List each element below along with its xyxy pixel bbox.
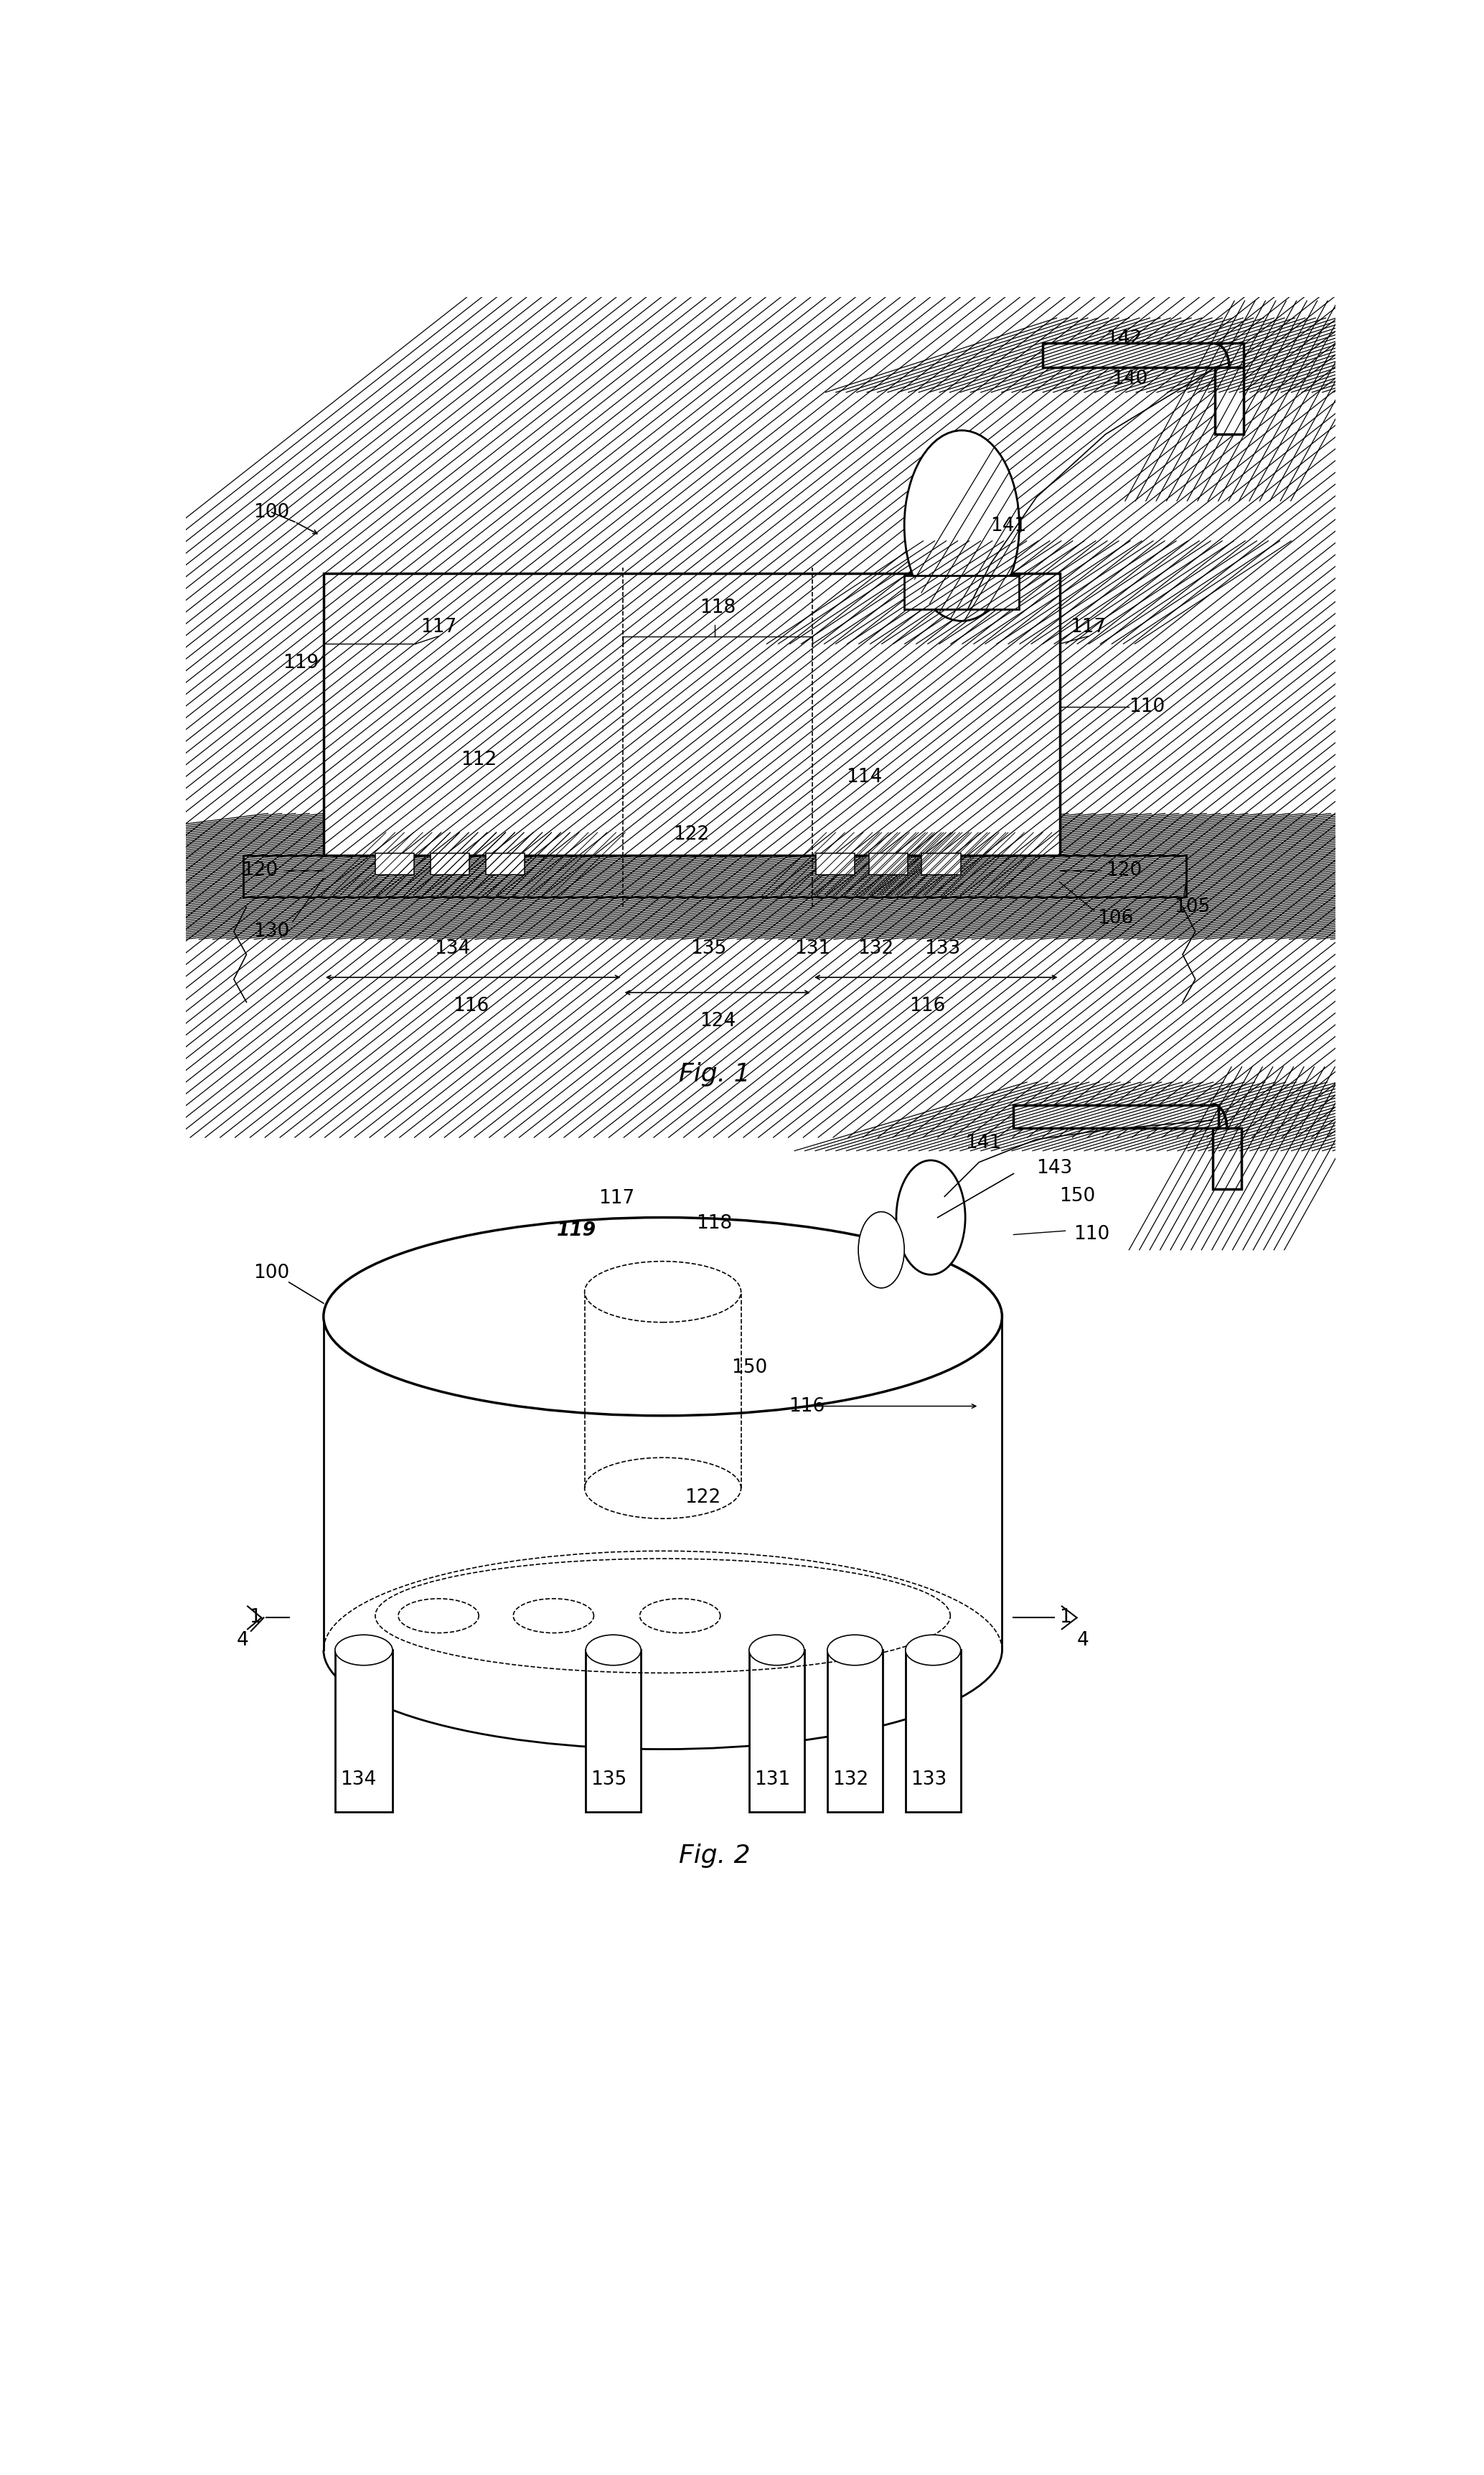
Text: 141: 141 — [991, 517, 1027, 535]
Bar — [1042, 342, 1244, 366]
Text: 119: 119 — [556, 1223, 597, 1240]
Bar — [922, 854, 960, 874]
Bar — [1215, 366, 1244, 433]
Text: 1: 1 — [249, 1609, 261, 1626]
Text: 4: 4 — [237, 1631, 249, 1651]
Text: 105: 105 — [1174, 898, 1209, 916]
Text: 116: 116 — [788, 1396, 825, 1416]
Bar — [485, 854, 525, 874]
Bar — [430, 854, 469, 874]
Text: 140: 140 — [1112, 369, 1147, 389]
Bar — [904, 574, 1020, 609]
Text: 112: 112 — [460, 750, 497, 770]
Text: 120: 120 — [1106, 861, 1141, 881]
Bar — [586, 1651, 641, 1812]
Text: 131: 131 — [754, 1770, 789, 1789]
Bar — [430, 854, 469, 874]
Text: 117: 117 — [1070, 619, 1107, 636]
Bar — [243, 856, 1186, 898]
Ellipse shape — [335, 1636, 392, 1666]
Circle shape — [904, 431, 1020, 621]
Text: 124: 124 — [700, 1012, 736, 1030]
Text: 142: 142 — [1106, 329, 1141, 349]
Text: 110: 110 — [1073, 1225, 1110, 1245]
Bar — [1212, 1129, 1241, 1188]
Bar — [1212, 1129, 1241, 1188]
Text: 100: 100 — [254, 502, 289, 522]
Text: 130: 130 — [254, 923, 289, 940]
Text: 122: 122 — [686, 1487, 721, 1507]
Text: 131: 131 — [794, 940, 831, 958]
Bar — [1042, 342, 1244, 366]
Ellipse shape — [905, 1636, 960, 1666]
Bar — [375, 854, 414, 874]
Ellipse shape — [324, 1218, 1002, 1416]
Bar — [868, 854, 908, 874]
Bar — [1014, 1104, 1218, 1129]
Text: 117: 117 — [598, 1190, 635, 1208]
Bar — [1215, 366, 1244, 433]
Bar — [827, 1651, 883, 1812]
Text: 150: 150 — [732, 1359, 767, 1379]
Bar — [324, 574, 1060, 856]
Bar — [1014, 1104, 1218, 1129]
Text: 110: 110 — [1128, 698, 1165, 715]
Bar — [324, 1317, 1002, 1651]
Text: 134: 134 — [435, 940, 470, 958]
Bar — [243, 856, 1186, 898]
Circle shape — [858, 1213, 904, 1287]
Text: 135: 135 — [591, 1770, 626, 1789]
Text: 122: 122 — [674, 824, 709, 844]
Text: 114: 114 — [846, 767, 881, 787]
Text: 119: 119 — [282, 653, 319, 673]
Text: 134: 134 — [340, 1770, 375, 1789]
Text: 100: 100 — [254, 1262, 289, 1282]
Text: 150: 150 — [1060, 1188, 1095, 1205]
Ellipse shape — [827, 1636, 883, 1666]
Text: 117: 117 — [420, 619, 457, 636]
Bar — [922, 854, 960, 874]
Text: Fig. 2: Fig. 2 — [678, 1844, 751, 1869]
Text: 141: 141 — [965, 1134, 1002, 1153]
Text: 106: 106 — [1098, 908, 1134, 928]
Ellipse shape — [586, 1636, 641, 1666]
Ellipse shape — [585, 1262, 741, 1322]
Bar — [485, 854, 525, 874]
Bar — [324, 574, 1060, 856]
Bar — [375, 854, 414, 874]
Bar — [749, 1651, 804, 1812]
Bar — [335, 1651, 392, 1812]
Text: 120: 120 — [242, 861, 279, 881]
Text: 118: 118 — [696, 1213, 733, 1233]
Bar — [868, 854, 908, 874]
Bar — [905, 1651, 960, 1812]
Text: Fig. 1: Fig. 1 — [678, 1062, 751, 1087]
Circle shape — [896, 1161, 965, 1275]
Bar — [904, 574, 1020, 609]
Text: 132: 132 — [833, 1770, 868, 1789]
Text: 135: 135 — [690, 940, 727, 958]
Ellipse shape — [749, 1636, 804, 1666]
Text: 116: 116 — [453, 997, 488, 1015]
Text: 133: 133 — [911, 1770, 947, 1789]
Text: 118: 118 — [700, 599, 736, 616]
Text: 133: 133 — [925, 940, 960, 958]
Text: 143: 143 — [1036, 1158, 1073, 1178]
Bar — [816, 854, 855, 874]
Text: 4: 4 — [1077, 1631, 1089, 1651]
Text: 1: 1 — [1060, 1609, 1071, 1626]
Bar — [816, 854, 855, 874]
Text: 132: 132 — [858, 940, 893, 958]
Text: 116: 116 — [910, 997, 945, 1015]
